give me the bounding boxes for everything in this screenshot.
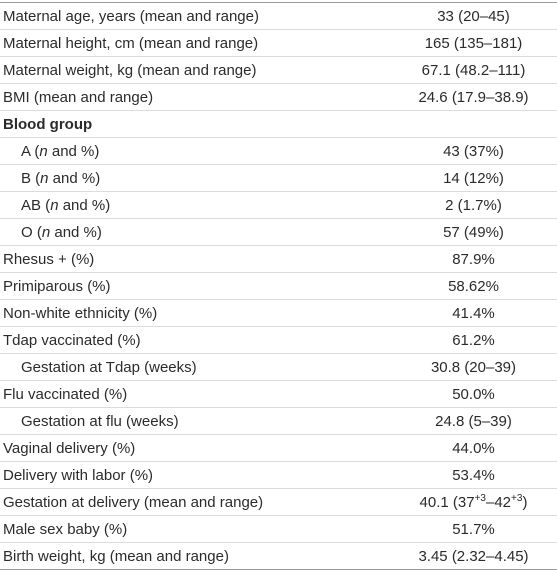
- row-label: Gestation at delivery (mean and range): [0, 488, 390, 516]
- row-label: Tdap vaccinated (%): [0, 326, 390, 354]
- styled-text: +3: [511, 492, 523, 504]
- row-label: AB (n and %): [0, 191, 390, 219]
- row-label: Gestation at Tdap (weeks): [0, 353, 390, 381]
- row-label: Primiparous (%): [0, 272, 390, 300]
- row-value: 40.1 (37+3–42+3): [390, 488, 557, 516]
- table-row: Gestation at Tdap (weeks) 30.8 (20–39): [0, 353, 557, 381]
- styled-text: n: [41, 223, 51, 241]
- row-label: A (n and %): [0, 137, 390, 165]
- row-label: Blood group: [0, 110, 390, 138]
- row-label: Maternal age, years (mean and range): [3, 7, 259, 25]
- row-value: 165 (135–181): [390, 29, 557, 57]
- row-label: Flu vaccinated (%): [0, 380, 390, 408]
- table-row: Maternal height, cm (mean and range) 165 …: [0, 29, 557, 57]
- text: and %): [50, 223, 102, 241]
- row-label: Delivery with labor (%): [0, 461, 390, 489]
- styled-text: +3: [474, 492, 486, 504]
- row-label: Maternal weight, kg (mean and range): [0, 56, 390, 84]
- row-value: 67.1 (48.2–111): [390, 56, 557, 84]
- table-row: O (n and %) 57 (49%): [0, 218, 557, 246]
- row-value: 41.4%: [390, 299, 557, 327]
- table-row: BMI (mean and range) 24.6 (17.9–38.9): [0, 83, 557, 111]
- table-row: B (n and %) 14 (12%): [0, 164, 557, 192]
- text: and %): [58, 196, 111, 214]
- row-value: 58.62%: [390, 272, 557, 300]
- table-row: Rhesus + (%) 87.9%: [0, 245, 557, 273]
- table-row: Delivery with labor (%) 53.4%: [0, 461, 557, 489]
- row-value: 51.7%: [390, 515, 557, 543]
- row-value: 50.0%: [390, 380, 557, 408]
- row-value: 87.9%: [390, 245, 557, 273]
- row-label: Vaginal delivery (%): [0, 434, 390, 462]
- row-value: 14 (12%): [390, 164, 557, 192]
- table-row: Maternal age, years (mean and range) 33 (…: [0, 3, 557, 30]
- table-row: Male sex baby (%) 51.7%: [0, 515, 557, 543]
- table-row: A (n and %) 43 (37%): [0, 137, 557, 165]
- text: A (: [21, 142, 40, 160]
- row-label: Maternal height, cm (mean and range): [0, 29, 390, 57]
- table-row: Vaginal delivery (%) 44.0%: [0, 434, 557, 462]
- row-value: 53.4%: [390, 461, 557, 489]
- table-body: Maternal age, years (mean and range) 33 (…: [0, 3, 557, 570]
- table-row: Maternal weight, kg (mean and range) 67.1…: [0, 56, 557, 84]
- row-label: Non-white ethnicity (%): [0, 299, 390, 327]
- row-value: 43 (37%): [390, 137, 557, 165]
- row-value: 33 (20–45): [437, 7, 510, 25]
- text: ): [522, 493, 528, 511]
- text: B (: [21, 169, 41, 187]
- row-value: 3.45 (2.32–4.45): [390, 542, 557, 570]
- row-value: [390, 110, 557, 138]
- table-row: Birth weight, kg (mean and range) 3.45 (2…: [0, 542, 557, 570]
- styled-text: n: [40, 169, 49, 187]
- row-value: 30.8 (20–39): [390, 353, 557, 381]
- table-row: Tdap vaccinated (%) 61.2%: [0, 326, 557, 354]
- row-value: 24.6 (17.9–38.9): [390, 83, 557, 111]
- table-row: Primiparous (%) 58.62%: [0, 272, 557, 300]
- styled-text: n: [50, 196, 59, 214]
- table-row: Gestation at delivery (mean and range) 40…: [0, 488, 557, 516]
- row-label: Male sex baby (%): [0, 515, 390, 543]
- row-label: B (n and %): [0, 164, 390, 192]
- row-label: Rhesus + (%): [0, 245, 390, 273]
- row-label: Gestation at flu (weeks): [0, 407, 390, 435]
- table-row: AB (n and %) 2 (1.7%): [0, 191, 557, 219]
- text: and %): [47, 142, 100, 160]
- text: –42: [486, 493, 512, 511]
- row-value: 44.0%: [390, 434, 557, 462]
- row-value: 61.2%: [390, 326, 557, 354]
- table-row: Flu vaccinated (%) 50.0%: [0, 380, 557, 408]
- row-label: O (n and %): [0, 218, 390, 246]
- table-row: Non-white ethnicity (%) 41.4%: [0, 299, 557, 327]
- text: AB (: [21, 196, 51, 214]
- row-value: 24.8 (5–39): [390, 407, 557, 435]
- row-label: BMI (mean and range): [0, 83, 390, 111]
- row-value: 57 (49%): [390, 218, 557, 246]
- table-row: Blood group: [0, 110, 557, 138]
- text: 40.1 (37: [419, 493, 475, 511]
- table-row: Gestation at flu (weeks) 24.8 (5–39): [0, 407, 557, 435]
- text: and %): [48, 169, 101, 187]
- styled-text: n: [39, 142, 48, 160]
- text: O (: [21, 223, 42, 241]
- row-value: 2 (1.7%): [390, 191, 557, 219]
- row-label: Birth weight, kg (mean and range): [0, 542, 390, 570]
